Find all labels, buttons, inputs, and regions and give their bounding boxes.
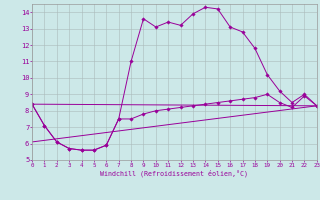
X-axis label: Windchill (Refroidissement éolien,°C): Windchill (Refroidissement éolien,°C) [100,170,248,177]
